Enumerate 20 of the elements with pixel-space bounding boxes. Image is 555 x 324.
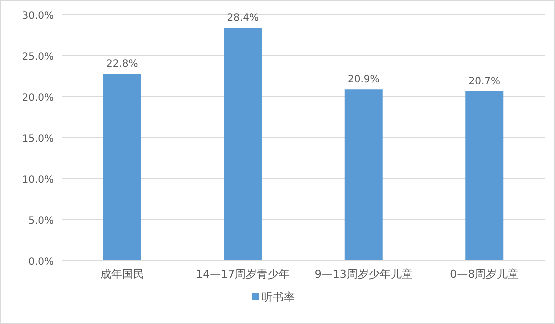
legend-label: 听书率 bbox=[262, 291, 295, 304]
y-tick-label: 0.0% bbox=[28, 257, 54, 268]
data-label: 20.7% bbox=[468, 76, 501, 88]
y-tick-label: 10.0% bbox=[22, 175, 54, 186]
x-tick-label: 14—17周岁青少年 bbox=[196, 268, 290, 281]
x-tick-label: 成年国民 bbox=[100, 268, 144, 281]
y-tick-label: 20.0% bbox=[22, 93, 54, 104]
bar bbox=[344, 90, 383, 261]
bar bbox=[466, 91, 504, 261]
bar bbox=[103, 74, 142, 261]
y-tick-label: 5.0% bbox=[28, 216, 54, 227]
y-tick-label: 15.0% bbox=[22, 134, 54, 145]
bar bbox=[224, 28, 262, 261]
data-label: 20.9% bbox=[348, 74, 380, 86]
data-label: 28.4% bbox=[227, 13, 260, 24]
x-tick-label: 0—8周岁儿童 bbox=[450, 268, 520, 281]
y-tick-label: 30.0% bbox=[22, 11, 54, 22]
y-tick-label: 25.0% bbox=[22, 52, 54, 63]
x-tick-label: 9—13周岁少年儿童 bbox=[314, 268, 413, 281]
data-label: 22.8% bbox=[106, 59, 138, 70]
